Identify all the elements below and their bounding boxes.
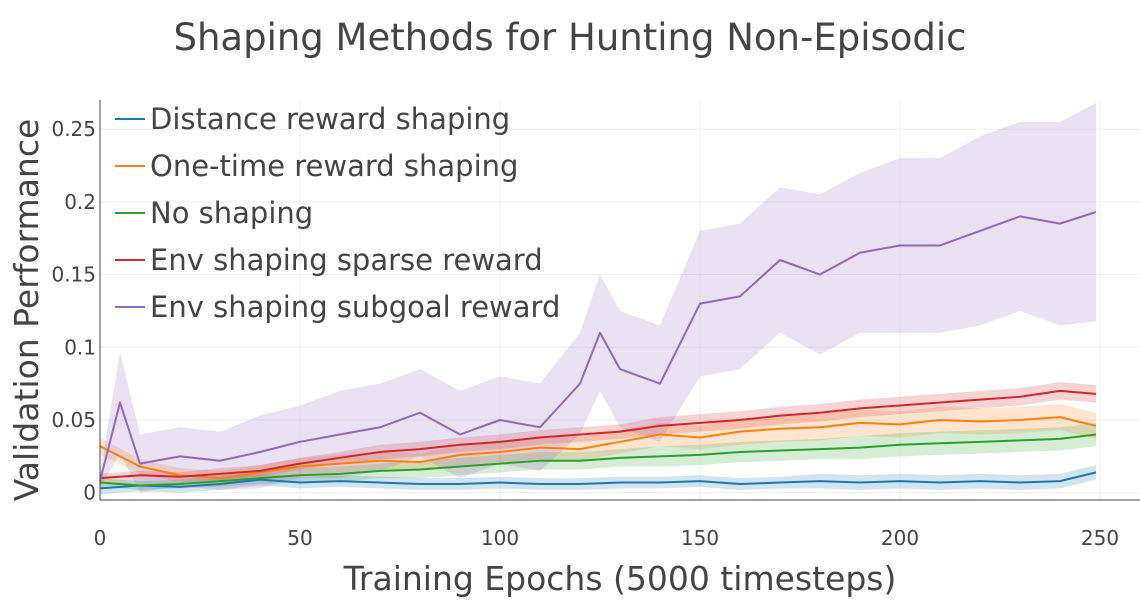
series-line	[99, 211, 1097, 482]
y-axis-title: Validation Performance	[7, 119, 46, 502]
series-lines	[99, 211, 1097, 490]
legend: Distance reward shaping One-time reward s…	[115, 102, 560, 324]
x-tick-label: 250	[1081, 526, 1119, 550]
x-tick-label: 150	[681, 526, 719, 550]
legend-label: One-time reward shaping	[150, 149, 518, 183]
axes	[99, 100, 1140, 501]
x-tick-label: 100	[481, 526, 519, 550]
x-tick-label: 0	[94, 526, 107, 550]
x-tick-label: 200	[881, 526, 919, 550]
x-axis-title: Training Epochs (5000 timesteps)	[343, 559, 897, 598]
legend-label: Distance reward shaping	[150, 102, 510, 136]
y-tick-label: 0.05	[51, 408, 96, 432]
legend-label: No shaping	[150, 196, 313, 230]
y-tick-label: 0	[83, 481, 96, 505]
y-tick-label: 0.25	[51, 117, 96, 141]
series-line	[99, 433, 1097, 487]
y-tick-label: 0.2	[64, 190, 96, 214]
chart-title: Shaping Methods for Hunting Non-Episodic	[173, 16, 966, 59]
series-line	[99, 416, 1097, 480]
series-line	[99, 389, 1097, 480]
x-tick-label: 50	[287, 526, 312, 550]
x-axis-ticks: 0 50 100 150 200 250	[94, 526, 1119, 550]
y-tick-label: 0.15	[51, 263, 96, 287]
series-band	[100, 102, 1096, 493]
y-axis-ticks: 0 0.05 0.1 0.15 0.2 0.25	[51, 117, 96, 505]
y-tick-label: 0.1	[64, 335, 96, 359]
series-line	[99, 471, 1097, 490]
series-band	[100, 465, 1096, 495]
legend-label: Env shaping subgoal reward	[150, 290, 560, 324]
gridlines	[99, 100, 1140, 500]
legend-label: Env shaping sparse reward	[150, 243, 543, 277]
